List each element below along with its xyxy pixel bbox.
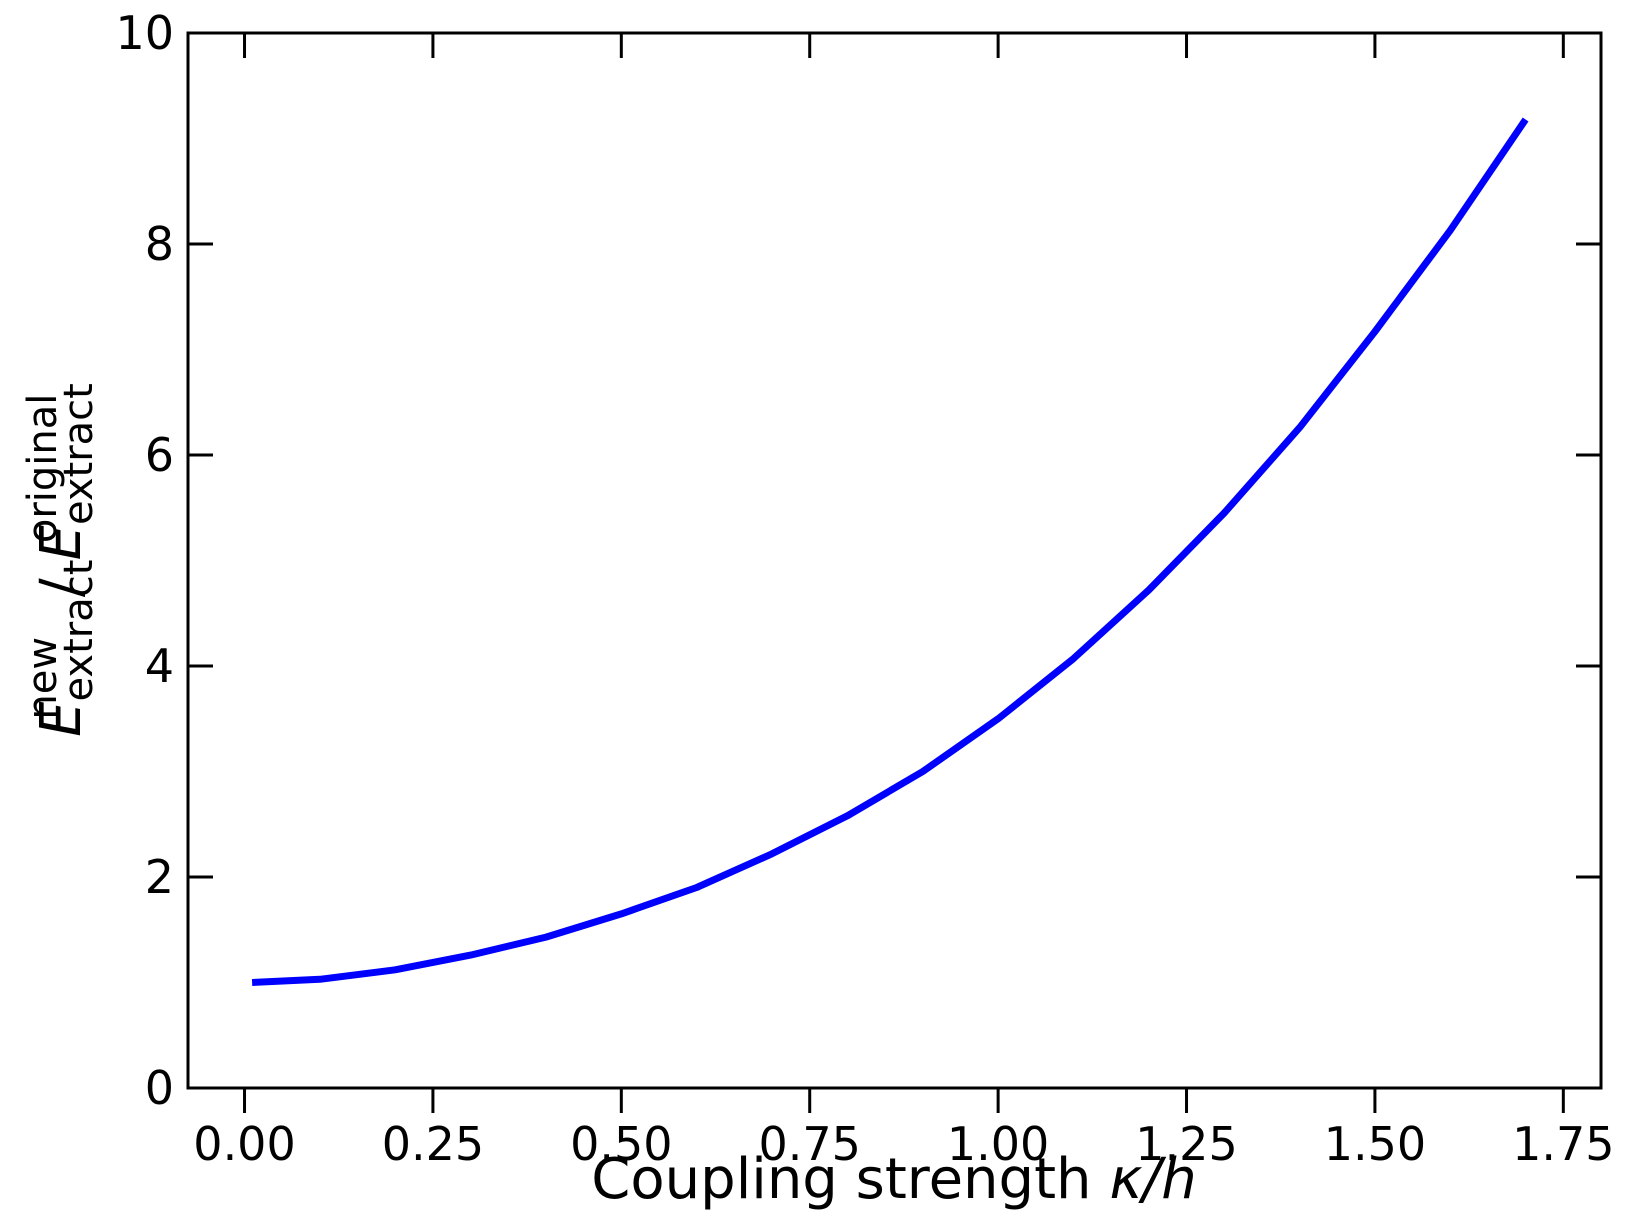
y-axis-label: Eextractnew / Eextractoriginal [20, 383, 102, 737]
y-tick-label: 10 [115, 6, 174, 60]
x-axis-label: Coupling strength κ/h [591, 1147, 1196, 1212]
y-label-separator: / [29, 560, 94, 614]
x-tick-label: 1.50 [1324, 1117, 1426, 1171]
y-tick-label: 0 [145, 1061, 174, 1115]
y-label-num-sup: new [20, 637, 66, 720]
series-line [251, 117, 1529, 986]
x-tick-label: 1.75 [1512, 1117, 1614, 1171]
y-label-num-main: E [29, 701, 94, 737]
x-tick-labels: 0.00 0.25 0.50 0.75 1.00 1.25 1.50 1.75 [193, 1117, 1614, 1171]
x-tick-label: 1.00 [947, 1117, 1049, 1171]
y-label-den-sup: original [20, 394, 66, 544]
y-label-den-main: E [29, 524, 94, 560]
x-axis-label-variable: κ/h [1109, 1147, 1196, 1212]
series-group [251, 117, 1529, 986]
x-tick-label: 0.75 [759, 1117, 861, 1171]
axis-ticks [188, 31, 1601, 1113]
y-label-den-sub: extract [56, 383, 102, 525]
y-tick-label: 4 [145, 639, 174, 693]
y-label-num-sub: extract [56, 560, 102, 702]
x-tick-label: 0.50 [570, 1117, 672, 1171]
y-tick-label: 2 [145, 850, 174, 904]
x-axis-label-text: Coupling strength [591, 1147, 1109, 1212]
x-tick-label: 0.25 [382, 1117, 484, 1171]
y-tick-label: 8 [145, 217, 174, 271]
y-tick-label: 6 [145, 428, 174, 482]
x-tick-label: 0.00 [193, 1117, 295, 1171]
plot-frame [186, 31, 1603, 1090]
x-tick-label: 1.25 [1135, 1117, 1237, 1171]
y-tick-labels: 0 2 4 6 8 10 [115, 6, 174, 1115]
